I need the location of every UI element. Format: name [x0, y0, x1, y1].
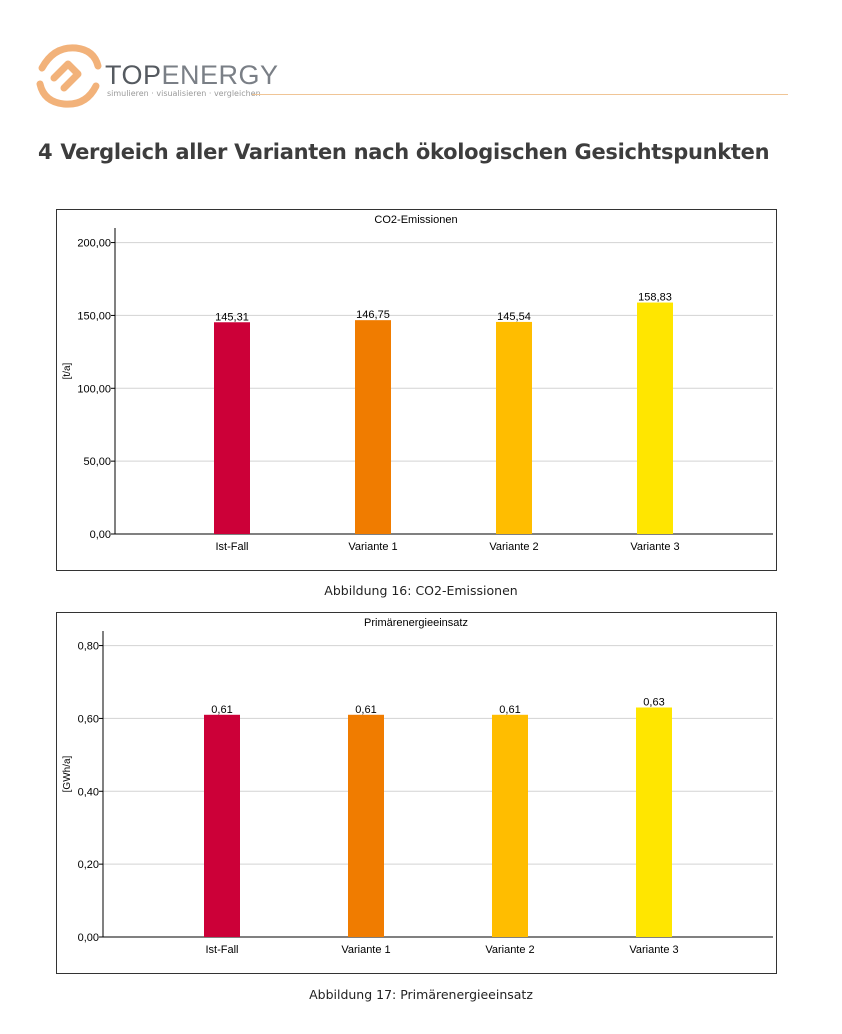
- x-tick-label: Variante 2: [485, 944, 534, 956]
- bar-variante-2: [496, 321, 532, 534]
- y-tick-label: 0,00: [90, 529, 111, 541]
- y-tick-label: 150,00: [77, 310, 111, 322]
- brand-wordmark: TOPENERGY: [105, 60, 279, 91]
- chart-primaerenergieeinsatz: Primärenergieeinsatz 0,00 0,20 0,40 0,60 0,80…: [56, 612, 777, 974]
- bar-ist-fall: [214, 322, 250, 534]
- x-tick-label: Ist-Fall: [216, 541, 249, 553]
- y-tick-label: 0,00: [78, 932, 99, 944]
- y-tick-label: 100,00: [77, 383, 111, 395]
- figure-caption-16: Abbildung 16: CO2-Emissionen: [324, 583, 518, 598]
- data-label: 0,61: [355, 704, 376, 716]
- header-divider: [252, 94, 788, 95]
- x-tick-label: Variante 1: [348, 541, 397, 553]
- y-axis-label: [t/a]: [62, 362, 73, 379]
- bar-variante-2: [492, 714, 528, 937]
- brand-energy: ENERGY: [161, 60, 279, 90]
- bar-variante-3: [636, 707, 672, 937]
- x-tick-label: Ist-Fall: [206, 944, 239, 956]
- chart-co2-emissionen: CO2-Emissionen 0,00 50,00 100,00 150,00 200,0…: [56, 209, 777, 571]
- data-label: 145,31: [215, 311, 249, 323]
- y-axis-label: [GWh/a]: [62, 755, 73, 792]
- data-label: 0,63: [643, 697, 664, 709]
- y-tick-label: 0,20: [78, 859, 99, 871]
- bar-variante-1: [348, 714, 384, 937]
- x-tick-label: Variante 1: [341, 944, 390, 956]
- y-tick-label: 50,00: [83, 456, 111, 468]
- topenergy-logo: [36, 44, 102, 108]
- bar-variante-1: [355, 320, 391, 534]
- data-label: 145,54: [497, 311, 531, 323]
- data-label: 158,83: [638, 292, 672, 304]
- chart-co2-svg: CO2-Emissionen 0,00 50,00 100,00 150,00 200,0…: [62, 214, 773, 553]
- x-tick-label: Variante 2: [489, 541, 538, 553]
- x-tick-label: Variante 3: [630, 541, 679, 553]
- y-tick-label: 0,60: [78, 713, 99, 725]
- chart-primaerenergie-svg: Primärenergieeinsatz 0,00 0,20 0,40 0,60 0,80…: [62, 617, 773, 956]
- brand-tagline: simulieren · visualisieren · vergleichen: [107, 89, 261, 98]
- section-title: Vergleich aller Varianten nach ökologisc…: [60, 140, 770, 164]
- section-number: 4: [38, 140, 53, 164]
- section-heading: 4 Vergleich aller Varianten nach ökologis…: [38, 140, 770, 164]
- chart-title: CO2-Emissionen: [374, 214, 457, 226]
- data-label: 0,61: [499, 704, 520, 716]
- x-tick-label: Variante 3: [629, 944, 678, 956]
- y-tick-label: 200,00: [77, 238, 111, 250]
- data-label: 0,61: [211, 704, 232, 716]
- y-tick-label: 0,40: [78, 786, 99, 798]
- chart-title: Primärenergieeinsatz: [364, 617, 468, 629]
- figure-caption-17: Abbildung 17: Primärenergieeinsatz: [309, 987, 533, 1002]
- data-label: 146,75: [356, 309, 390, 321]
- brand-top: TOP: [105, 60, 162, 90]
- bar-ist-fall: [204, 714, 240, 937]
- bar-variante-3: [637, 302, 673, 534]
- y-tick-label: 0,80: [78, 641, 99, 653]
